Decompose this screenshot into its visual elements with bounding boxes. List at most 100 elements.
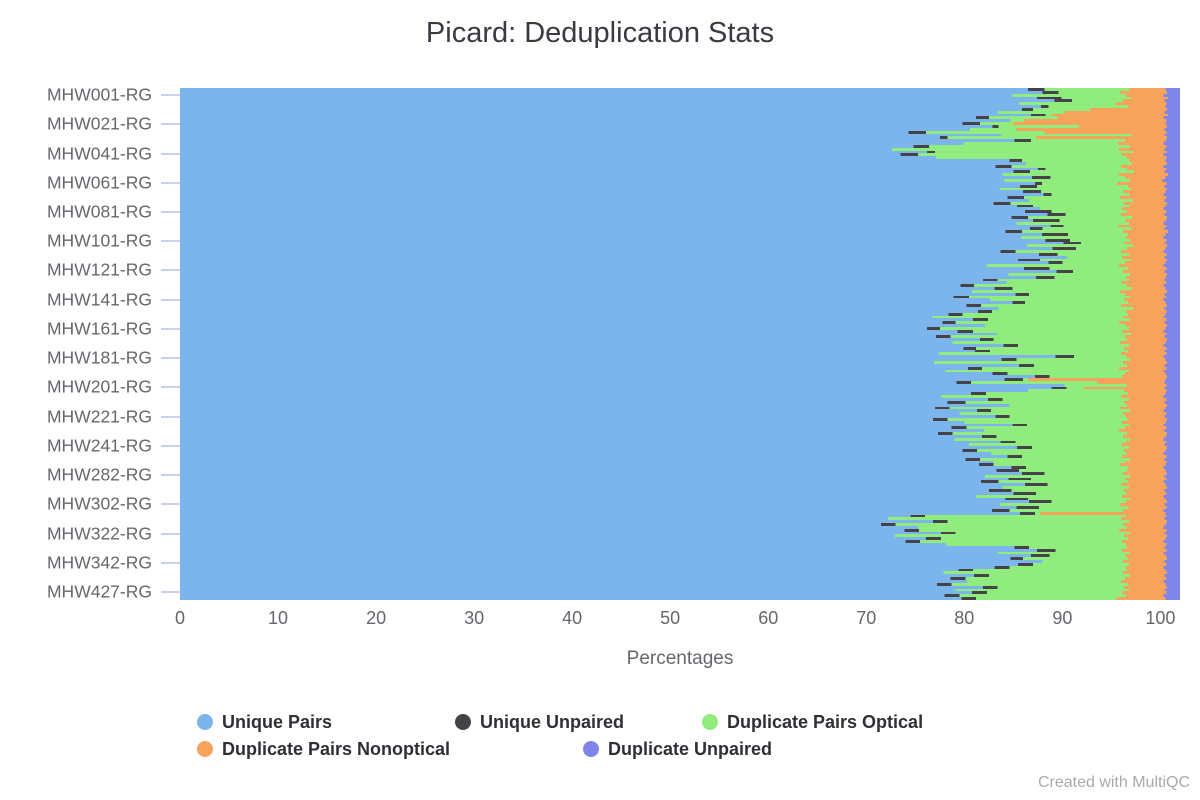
bar-row[interactable] [180, 312, 1180, 316]
bar-row[interactable] [180, 341, 1180, 344]
bar-row[interactable] [180, 375, 1180, 379]
bar-row[interactable] [180, 227, 1180, 231]
bar-row[interactable] [180, 400, 1180, 404]
bar-row[interactable] [180, 252, 1180, 256]
bar-row[interactable] [180, 88, 1180, 91]
bar-row[interactable] [180, 579, 1180, 583]
bar-row[interactable] [180, 127, 1180, 131]
bar-row[interactable] [180, 597, 1180, 600]
bar-row[interactable] [180, 196, 1180, 199]
bar-row[interactable] [180, 107, 1180, 111]
bar-row[interactable] [180, 372, 1180, 376]
bar-row[interactable] [180, 537, 1180, 541]
bar-row[interactable] [180, 417, 1180, 421]
bar-row[interactable] [180, 301, 1180, 305]
bar-row[interactable] [180, 116, 1180, 120]
bar-row[interactable] [180, 585, 1180, 589]
bar-row[interactable] [180, 338, 1180, 342]
bar-row[interactable] [180, 588, 1180, 592]
bar-row[interactable] [180, 306, 1180, 310]
bar-row[interactable] [180, 440, 1180, 444]
bar-row[interactable] [180, 147, 1180, 151]
bar-row[interactable] [180, 454, 1180, 458]
bar-row[interactable] [180, 434, 1180, 438]
bar-row[interactable] [180, 557, 1180, 561]
bar-row[interactable] [180, 460, 1180, 464]
bar-row[interactable] [180, 119, 1180, 123]
bar-row[interactable] [180, 332, 1180, 336]
bar-row[interactable] [180, 264, 1180, 268]
bar-row[interactable] [180, 494, 1180, 498]
bar-row[interactable] [180, 122, 1180, 125]
bar-row[interactable] [180, 150, 1180, 154]
bar-row[interactable] [180, 326, 1180, 330]
bar-row[interactable] [180, 429, 1180, 433]
bar-row[interactable] [180, 486, 1180, 489]
bar-row[interactable] [180, 170, 1180, 174]
bar-row[interactable] [180, 420, 1180, 424]
bar-row[interactable] [180, 113, 1180, 117]
legend-item-unique-unpaired[interactable]: Unique Unpaired [455, 710, 624, 734]
bar-row[interactable] [180, 452, 1180, 455]
bar-row[interactable] [180, 568, 1180, 572]
bar-row[interactable] [180, 531, 1180, 535]
bar-row[interactable] [180, 315, 1180, 319]
bar-row[interactable] [180, 551, 1180, 555]
bar-row[interactable] [180, 389, 1180, 393]
bar-row[interactable] [180, 523, 1180, 526]
bar-row[interactable] [180, 329, 1180, 333]
legend-item-unique-pairs[interactable]: Unique Pairs [197, 710, 332, 734]
bar-row[interactable] [180, 392, 1180, 396]
bar-row[interactable] [180, 258, 1180, 262]
bar-row[interactable] [180, 167, 1180, 171]
bar-row[interactable] [180, 272, 1180, 276]
bar-row[interactable] [180, 574, 1180, 578]
bar-row[interactable] [180, 466, 1180, 470]
bar-row[interactable] [180, 355, 1180, 359]
bar-row[interactable] [180, 366, 1180, 370]
bar-row[interactable] [180, 562, 1180, 566]
bar-row[interactable] [180, 343, 1180, 347]
bar-row[interactable] [180, 204, 1180, 208]
bar-row[interactable] [180, 335, 1180, 339]
bar-row[interactable] [180, 96, 1180, 100]
bar-row[interactable] [180, 491, 1180, 495]
bar-row[interactable] [180, 176, 1180, 179]
bar-row[interactable] [180, 403, 1180, 407]
bar-row[interactable] [180, 386, 1180, 390]
bar-row[interactable] [180, 261, 1180, 265]
bar-row[interactable] [180, 90, 1180, 94]
legend-item-duplicate-pairs-nonoptical[interactable]: Duplicate Pairs Nonoptical [197, 737, 450, 761]
bar-row[interactable] [180, 238, 1180, 242]
bar-row[interactable] [180, 184, 1180, 188]
bar-row[interactable] [180, 358, 1180, 361]
bar-row[interactable] [180, 500, 1180, 504]
bar-row[interactable] [180, 179, 1180, 182]
bar-row[interactable] [180, 528, 1180, 532]
bar-row[interactable] [180, 497, 1180, 501]
bar-row[interactable] [180, 281, 1180, 285]
bar-row[interactable] [180, 124, 1180, 128]
bar-row[interactable] [180, 503, 1180, 507]
bar-row[interactable] [180, 514, 1180, 518]
bar-row[interactable] [180, 213, 1180, 216]
bar-row[interactable] [180, 397, 1180, 401]
bar-row[interactable] [180, 525, 1180, 529]
legend-item-duplicate-unpaired[interactable]: Duplicate Unpaired [583, 737, 772, 761]
bar-row[interactable] [180, 133, 1180, 137]
bar-row[interactable] [180, 361, 1180, 364]
bar-row[interactable] [180, 287, 1180, 290]
bar-row[interactable] [180, 173, 1180, 177]
bar-row[interactable] [180, 577, 1180, 580]
bar-row[interactable] [180, 230, 1180, 234]
bar-row[interactable] [180, 93, 1180, 97]
bar-row[interactable] [180, 432, 1180, 435]
bar-row[interactable] [180, 474, 1180, 478]
bar-row[interactable] [180, 471, 1180, 475]
bar-row[interactable] [180, 267, 1180, 270]
bar-row[interactable] [180, 545, 1180, 549]
bar-row[interactable] [180, 321, 1180, 325]
bar-row[interactable] [180, 244, 1180, 248]
bar-row[interactable] [180, 255, 1180, 259]
bar-row[interactable] [180, 295, 1180, 299]
